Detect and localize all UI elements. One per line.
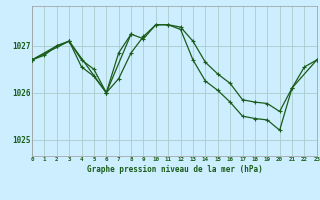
X-axis label: Graphe pression niveau de la mer (hPa): Graphe pression niveau de la mer (hPa)	[86, 165, 262, 174]
